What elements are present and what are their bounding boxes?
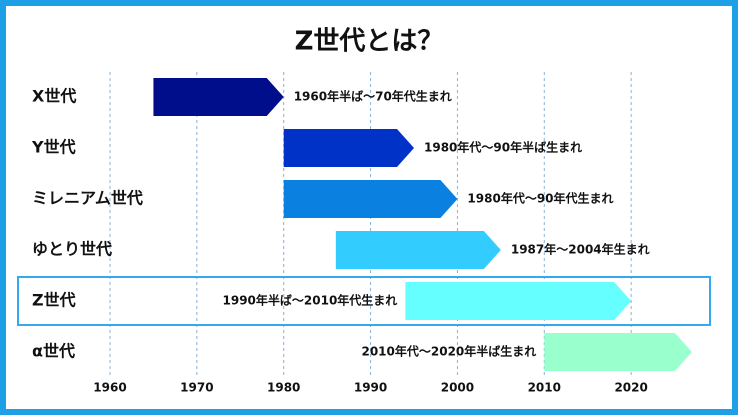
x-tick-label: 1980 [267,381,300,395]
row-label: Z世代 [32,291,76,310]
row-label: X世代 [32,87,76,106]
range-bar [283,180,458,218]
range-bar [335,231,501,269]
row-label: α世代 [32,342,75,361]
bar-label: 1987年～2004年生まれ [511,242,650,257]
x-tick-label: 1990 [354,381,387,395]
x-tick-label: 1970 [180,381,213,395]
bar-label: 2010年代～2020年半ば生まれ [361,344,536,359]
bar-label: 1980年代～90年代生まれ [467,191,613,206]
bar-label: 1980年代～90年半ば生まれ [424,140,582,155]
row-label: ミレニアム世代 [32,189,143,208]
x-tick-label: 2000 [441,381,474,395]
x-tick-label: 1960 [93,381,126,395]
range-bar [544,333,692,371]
range-bar [405,282,632,320]
row-label: Y世代 [31,138,76,157]
bar-label: 1990年半ば～2010年代生まれ [223,293,398,308]
chart-title: Z世代とは？ [295,27,444,57]
bar-label: 1960年半ば～70年代生まれ [294,89,452,104]
x-tick-label: 2010 [528,381,561,395]
row-label: ゆとり世代 [32,240,112,259]
highlight-box [17,276,711,326]
range-bar [283,129,414,167]
range-bar [153,78,284,116]
x-tick-label: 2020 [614,381,647,395]
